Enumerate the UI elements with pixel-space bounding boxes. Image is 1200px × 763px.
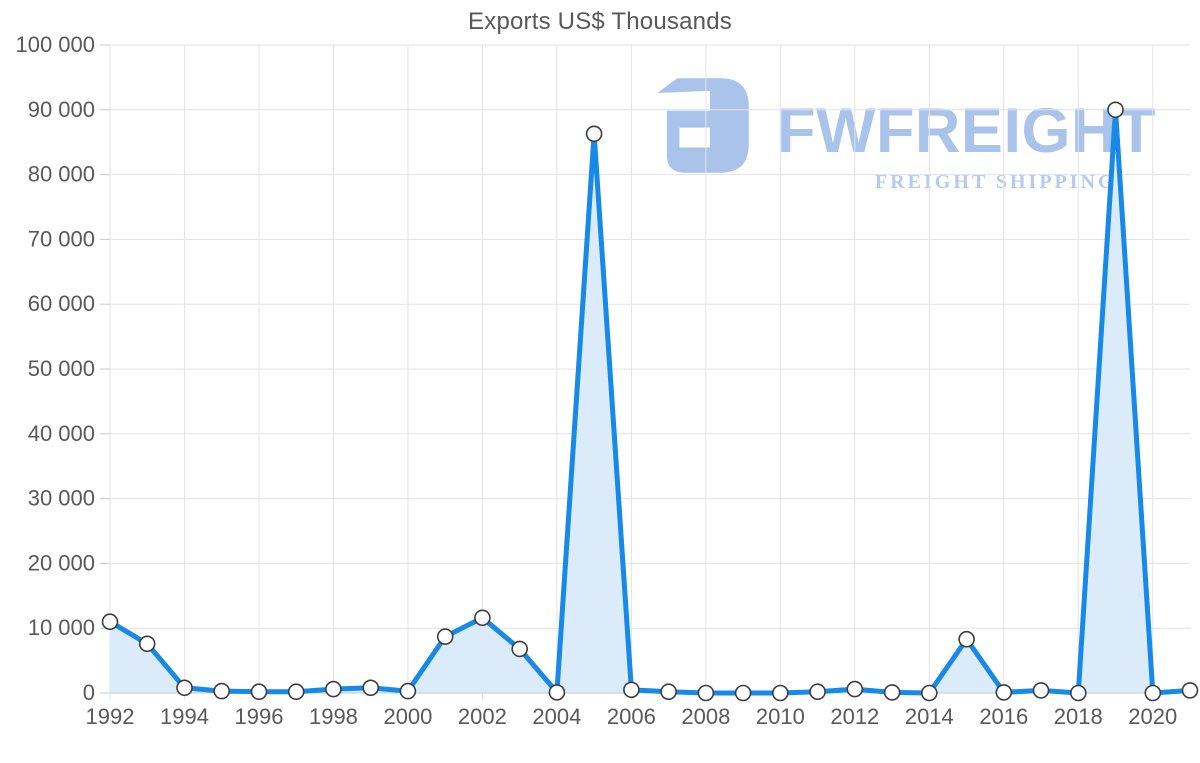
x-axis-label: 2018 <box>1054 704 1103 729</box>
data-point-marker[interactable] <box>325 680 342 698</box>
x-axis-label: 1994 <box>160 704 209 729</box>
data-point-marker[interactable] <box>250 683 268 701</box>
data-point-marker[interactable] <box>1107 101 1124 119</box>
y-axis-label: 20 000 <box>28 550 95 575</box>
y-axis-label: 100 000 <box>15 32 95 57</box>
x-axis-label: 2000 <box>383 704 432 729</box>
watermark-tagline-text: FREIGHT SHIPPING <box>875 171 1117 193</box>
fwfreight-logo-icon-path <box>657 78 749 173</box>
y-axis-label: 50 000 <box>28 356 95 381</box>
x-axis-label: 1996 <box>234 704 283 729</box>
data-point-marker[interactable] <box>362 679 380 697</box>
data-point-marker[interactable] <box>809 683 826 701</box>
data-point-marker[interactable] <box>958 630 975 648</box>
data-point-marker[interactable] <box>101 613 119 631</box>
data-point-marker[interactable] <box>1144 684 1162 702</box>
data-point-marker[interactable] <box>660 683 677 701</box>
data-point-marker[interactable] <box>138 635 156 653</box>
data-point-marker[interactable] <box>548 684 566 701</box>
x-axis-label: 2016 <box>979 704 1028 729</box>
data-point-marker[interactable] <box>585 125 603 143</box>
data-point-marker[interactable] <box>734 684 752 702</box>
data-point-marker[interactable] <box>846 680 864 698</box>
y-axis-label: 90 000 <box>28 97 95 122</box>
y-axis-label: 80 000 <box>28 162 95 187</box>
data-point-marker[interactable] <box>995 684 1013 701</box>
x-axis-label: 2008 <box>681 704 730 729</box>
x-axis-label: 2010 <box>756 704 805 729</box>
x-axis-label: 1998 <box>309 704 358 729</box>
y-axis-label: 0 <box>83 680 95 705</box>
series-line <box>107 107 1193 696</box>
y-axis-label: 40 000 <box>28 421 95 446</box>
data-point-marker[interactable] <box>213 682 230 700</box>
x-axis-label: 2014 <box>905 704 954 729</box>
data-point-marker[interactable] <box>287 683 305 701</box>
data-point-marker[interactable] <box>1032 682 1050 699</box>
data-point-marker[interactable] <box>1181 682 1199 699</box>
data-point-marker[interactable] <box>920 684 938 702</box>
data-point-marker[interactable] <box>399 682 417 700</box>
x-axis-label: 2012 <box>830 704 879 729</box>
data-point-marker[interactable] <box>511 640 529 658</box>
y-axis-label: 30 000 <box>28 486 95 511</box>
series-area <box>110 109 1190 694</box>
y-axis-label: 60 000 <box>28 291 95 316</box>
data-point-marker[interactable] <box>883 684 901 701</box>
data-point-marker[interactable] <box>436 628 454 645</box>
data-point-marker[interactable] <box>1070 684 1087 702</box>
data-point-marker[interactable] <box>697 684 715 702</box>
x-axis-label: 2002 <box>458 704 507 729</box>
y-axis-label: 70 000 <box>28 226 95 251</box>
x-axis-label: 2004 <box>532 704 581 729</box>
x-axis-label: 1992 <box>86 704 135 729</box>
fwfreight-logo-icon <box>657 78 749 173</box>
x-axis-label: 2006 <box>607 704 656 729</box>
chart-title: Exports US$ Thousands <box>468 8 732 35</box>
data-point-marker[interactable] <box>176 679 193 697</box>
data-point-marker[interactable] <box>771 684 789 702</box>
data-point-marker[interactable] <box>623 681 640 699</box>
x-axis-label: 2020 <box>1128 704 1177 729</box>
y-axis-label: 10 000 <box>28 615 95 640</box>
data-point-marker[interactable] <box>474 609 491 627</box>
